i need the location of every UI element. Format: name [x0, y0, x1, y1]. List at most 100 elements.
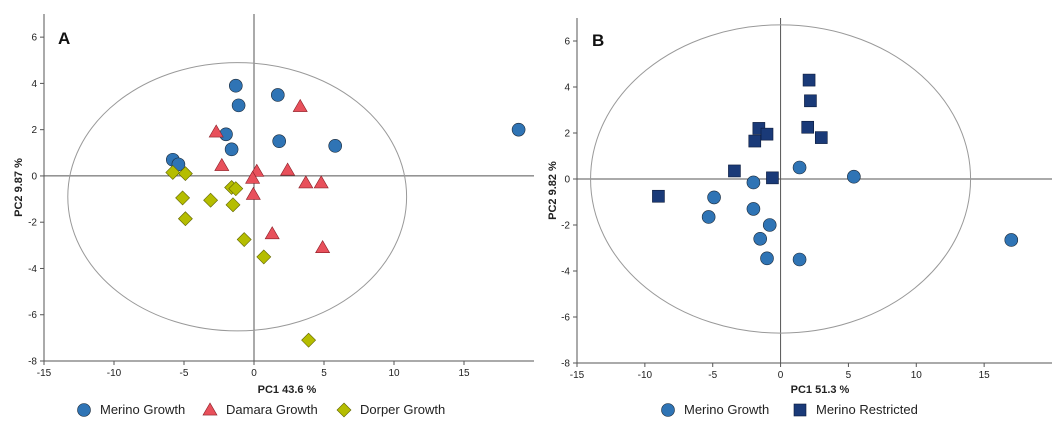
legend-label-merino-restricted: Merino Restricted — [816, 402, 918, 417]
x-tick-label: 10 — [388, 368, 400, 379]
y-tick-label: 0 — [31, 171, 37, 182]
data-point-merino-growth — [1004, 233, 1019, 247]
data-point-damara-growth — [280, 162, 296, 176]
y-axis-label: PC2 9.82 % — [547, 161, 559, 220]
y-tick-label: -6 — [561, 313, 570, 324]
data-point-merino-growth — [707, 190, 721, 205]
data-point-merino-restricted — [804, 94, 817, 108]
data-point-damara-growth — [264, 226, 280, 240]
x-tick-label: -15 — [570, 370, 585, 381]
x-tick-label: -10 — [107, 368, 122, 379]
data-point-damara-growth — [245, 170, 261, 184]
y-tick-label: 6 — [564, 37, 570, 48]
legend: Merino Growth Damara Growth Dorper Growth — [77, 402, 445, 418]
data-point-merino-growth — [746, 175, 761, 190]
x-tick-label: -10 — [638, 370, 653, 381]
y-tick-label: 0 — [564, 175, 570, 186]
data-point-merino-growth — [792, 160, 807, 175]
y-tick-label: 4 — [31, 79, 37, 90]
x-tick-label: 0 — [778, 370, 784, 381]
data-point-merino-growth — [229, 78, 243, 93]
legend-marker-merino-restricted — [793, 403, 807, 417]
y-tick-label: -6 — [28, 310, 37, 321]
x-tick-label: 15 — [458, 368, 470, 379]
x-tick-label: -5 — [708, 370, 717, 381]
data-point-dorper-growth — [177, 211, 193, 227]
y-tick-label: -2 — [28, 218, 37, 229]
data-point-dorper-growth — [228, 181, 244, 197]
x-axis-label: PC1 51.3 % — [791, 384, 850, 396]
legend-label-merino-growth: Merino Growth — [100, 402, 185, 417]
data-point-merino-growth — [270, 88, 285, 102]
panel-label: B — [592, 31, 604, 50]
legend-label-damara-growth: Damara Growth — [226, 402, 318, 417]
legend-marker-dorper-growth — [336, 402, 352, 418]
y-tick-label: 2 — [564, 129, 570, 140]
data-point-dorper-growth — [225, 197, 241, 213]
data-point-merino-growth — [760, 251, 774, 266]
y-tick-label: -4 — [28, 264, 37, 275]
data-point-damara-growth — [292, 98, 308, 112]
data-point-merino-restricted — [801, 120, 815, 134]
data-point-dorper-growth — [175, 190, 191, 206]
data-point-merino-growth — [511, 122, 526, 137]
legend-marker-damara-growth — [202, 402, 218, 416]
x-tick-label: 0 — [251, 368, 257, 379]
data-point-merino-growth — [701, 210, 716, 224]
data-point-dorper-growth — [177, 166, 193, 182]
data-point-dorper-growth — [301, 332, 317, 348]
data-point-merino-restricted — [760, 127, 774, 141]
x-tick-label: -15 — [37, 368, 52, 379]
chart-panel-b: -15 -10 -5 0 5 10 15 -8 -6 -4 -2 0 2 4 6 PC1 51.3 % PC2 … — [547, 18, 1052, 417]
y-tick-label: -8 — [28, 357, 37, 368]
data-point-merino-restricted — [766, 171, 779, 185]
legend-marker-merino-growth — [661, 403, 675, 417]
chart-panel-a: -15 -10 -5 0 5 10 15 -8 -6 -4 -2 0 2 4 6 PC1 43.6 % PC2 … — [13, 14, 534, 418]
data-point-dorper-growth — [203, 192, 219, 208]
data-point-merino-growth — [762, 218, 777, 232]
data-point-merino-growth — [847, 169, 861, 184]
data-point-merino-growth — [746, 202, 761, 216]
data-point-merino-growth — [753, 232, 768, 246]
x-tick-label: 10 — [911, 370, 923, 381]
data-point-merino-restricted — [748, 134, 762, 148]
x-tick-label: 5 — [321, 368, 327, 379]
y-tick-label: -8 — [561, 359, 570, 370]
data-point-damara-growth — [315, 240, 331, 253]
data-point-damara-growth — [214, 157, 230, 171]
data-point-dorper-growth — [236, 232, 252, 247]
confidence-ellipse — [590, 24, 972, 334]
y-tick-label: 2 — [31, 125, 37, 136]
data-point-merino-growth — [328, 139, 343, 153]
y-axis-label: PC2 9.87 % — [13, 158, 25, 217]
data-point-merino-growth — [792, 252, 807, 267]
y-tick-label: -4 — [561, 267, 570, 278]
x-tick-label: 5 — [846, 370, 852, 381]
panel-label: A — [58, 29, 70, 48]
data-point-damara-growth — [245, 186, 261, 200]
x-tick-label: -5 — [180, 368, 189, 379]
data-point-merino-restricted — [652, 189, 665, 203]
data-point-damara-growth — [313, 175, 329, 189]
legend-label-dorper-growth: Dorper Growth — [360, 402, 445, 417]
data-point-merino-restricted — [802, 73, 816, 87]
legend-label-merino-growth: Merino Growth — [684, 402, 769, 417]
data-point-merino-restricted — [814, 131, 828, 144]
x-tick-label: 15 — [979, 370, 991, 381]
data-point-merino-restricted — [728, 164, 741, 178]
x-axis-label: PC1 43.6 % — [258, 384, 317, 396]
data-point-damara-growth — [298, 175, 314, 189]
confidence-ellipse — [67, 62, 408, 332]
legend: Merino Growth Merino Restricted — [661, 402, 918, 417]
data-point-merino-growth — [231, 98, 246, 113]
y-tick-label: -2 — [561, 221, 570, 232]
data-point-dorper-growth — [256, 249, 272, 265]
data-point-damara-growth — [208, 124, 224, 138]
y-tick-label: 4 — [564, 83, 570, 94]
data-point-dorper-growth — [165, 165, 181, 180]
legend-marker-merino-growth — [77, 403, 91, 417]
data-point-merino-growth — [224, 142, 239, 157]
data-point-merino-growth — [272, 134, 287, 149]
y-tick-label: 6 — [31, 33, 37, 44]
